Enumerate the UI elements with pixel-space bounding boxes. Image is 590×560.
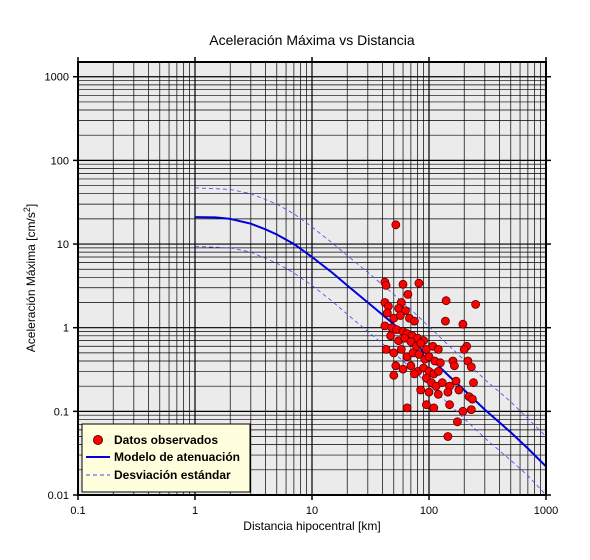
legend-label-model: Modelo de atenuación — [114, 450, 240, 464]
data-point — [469, 378, 478, 388]
data-point — [424, 387, 434, 397]
data-point — [416, 338, 426, 348]
data-point — [466, 362, 476, 372]
data-point — [454, 385, 464, 395]
data-point — [467, 394, 477, 404]
data-point — [386, 331, 396, 341]
data-point — [433, 366, 443, 376]
x-tick-label: 10 — [306, 505, 318, 517]
legend-label-std: Desviación estándar — [114, 468, 231, 482]
data-point — [458, 406, 468, 416]
y-axis-label: Aceleración Máxima [cm/s2] — [22, 204, 38, 352]
points-layer — [380, 220, 481, 441]
data-point — [443, 432, 453, 441]
data-point — [403, 289, 413, 299]
x-axis-label: Distancia hipocentral [km] — [243, 519, 380, 533]
y-tick-label: 0.01 — [48, 490, 69, 502]
data-point — [441, 296, 451, 306]
y-tick-label: 100 — [51, 155, 69, 167]
data-point — [416, 385, 426, 395]
data-point — [398, 364, 408, 374]
y-tick-label: 1000 — [45, 72, 69, 84]
data-point — [435, 358, 445, 368]
data-point — [406, 361, 416, 371]
data-point — [389, 370, 399, 380]
data-point — [414, 278, 424, 288]
data-point — [459, 344, 469, 354]
data-point — [429, 403, 439, 413]
data-point — [424, 352, 434, 362]
data-point — [471, 299, 481, 309]
x-tick-label: 1 — [192, 505, 198, 517]
data-point — [389, 348, 399, 358]
x-tick-label: 100 — [420, 505, 438, 517]
data-point — [421, 400, 431, 410]
data-point — [391, 361, 401, 371]
data-point — [396, 344, 406, 354]
chart-title: Aceleración Máxima vs Distancia — [209, 32, 415, 48]
data-point — [449, 361, 459, 371]
series-std-line-3 — [194, 245, 546, 495]
data-point — [437, 378, 447, 388]
legend: Datos observados Modelo de atenuación De… — [81, 423, 251, 493]
data-point — [398, 279, 408, 289]
data-point — [466, 405, 476, 415]
grid — [77, 62, 546, 496]
data-point — [458, 319, 468, 329]
y-tick-label: 0.1 — [54, 406, 69, 418]
data-point — [443, 387, 453, 397]
data-point — [433, 389, 443, 399]
data-point — [409, 369, 419, 379]
data-point — [381, 280, 391, 290]
data-point — [382, 308, 392, 318]
x-tick-label: 0.1 — [70, 505, 85, 517]
series-std-line-2 — [194, 187, 546, 437]
data-point — [395, 311, 405, 320]
data-point — [381, 344, 391, 354]
data-point — [451, 376, 461, 386]
data-point — [414, 349, 424, 359]
data-point — [445, 400, 455, 410]
legend-marker-points — [93, 435, 103, 445]
data-point — [409, 316, 419, 326]
series-layer — [194, 187, 546, 495]
series-model-line — [194, 216, 546, 468]
data-point — [391, 220, 401, 230]
x-tick-label: 1000 — [534, 505, 558, 517]
data-point — [440, 316, 450, 326]
y-tick-label: 1 — [63, 323, 69, 335]
legend-label-points: Datos observados — [114, 433, 218, 447]
data-point — [402, 403, 412, 413]
y-tick-label: 10 — [57, 239, 69, 251]
data-point — [433, 344, 443, 354]
data-point — [452, 417, 462, 427]
